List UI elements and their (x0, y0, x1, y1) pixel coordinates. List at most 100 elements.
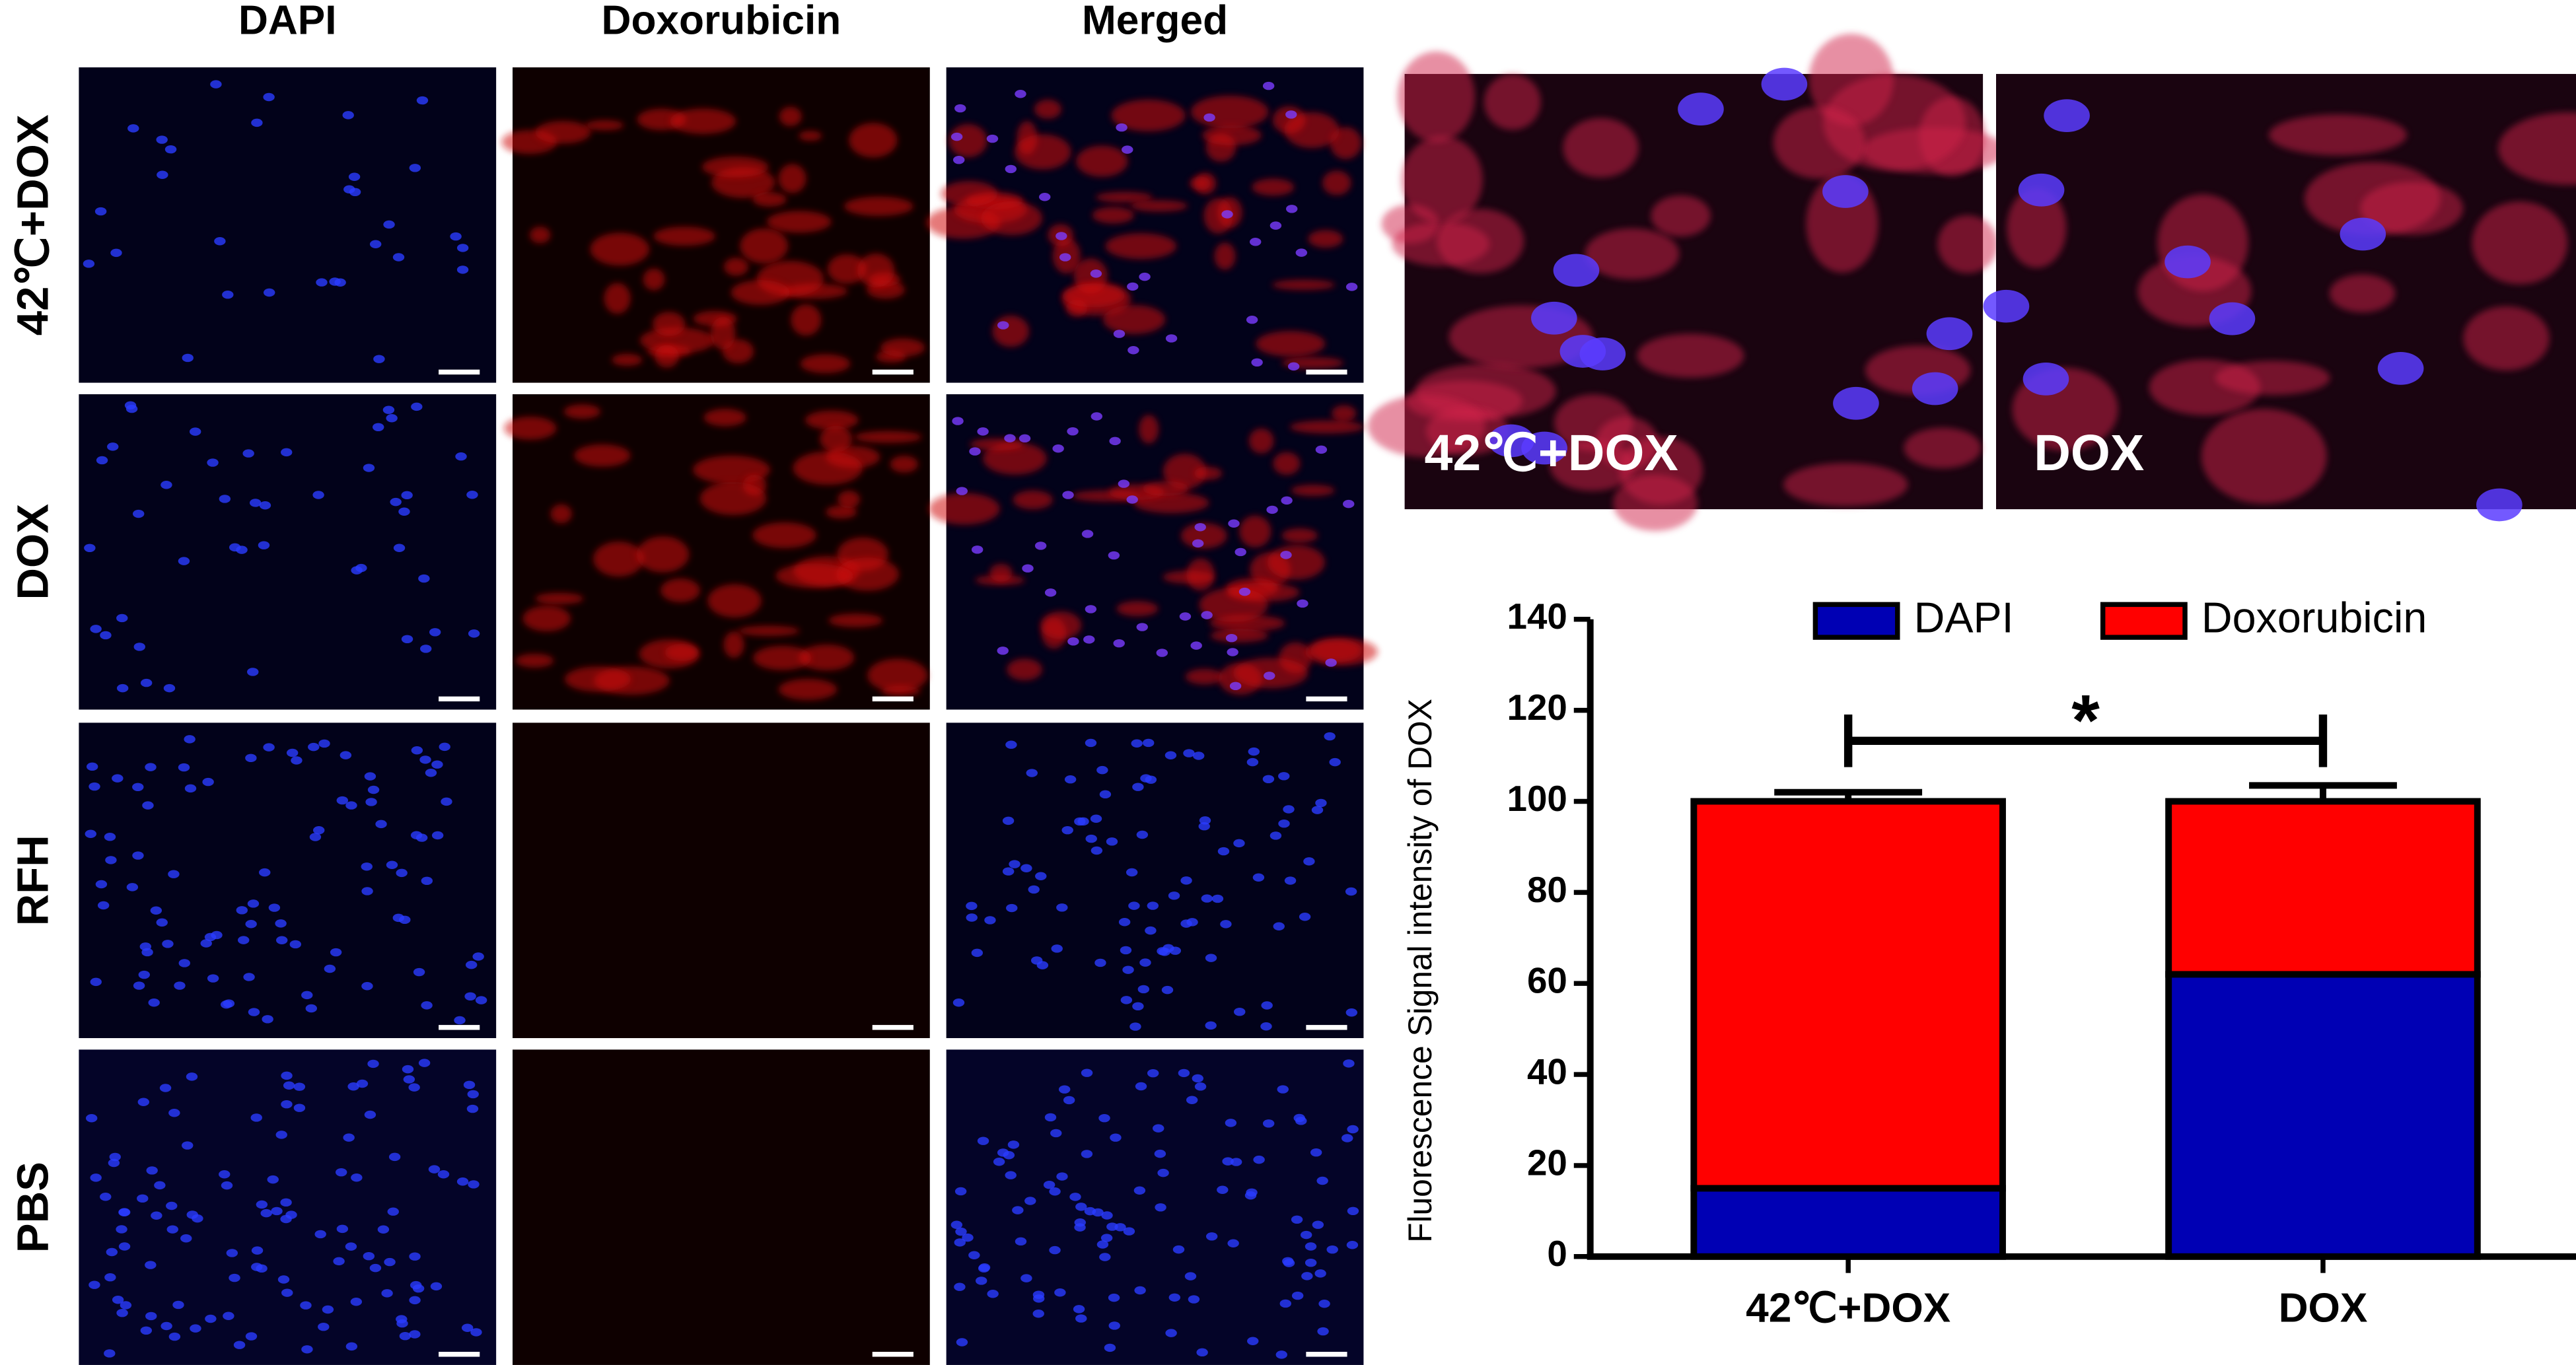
x-tick-label: DOX (2279, 1285, 2368, 1331)
nucleus (300, 1301, 312, 1310)
nucleus (1085, 605, 1097, 613)
nucleus (1099, 1253, 1111, 1261)
nucleus (289, 940, 302, 949)
nucleus (251, 1246, 264, 1255)
nucleus (258, 541, 270, 549)
nucleus (1135, 1082, 1147, 1091)
nucleus (268, 903, 281, 912)
cell-body (827, 254, 867, 284)
nucleus (322, 1305, 334, 1314)
nucleus (1246, 1188, 1258, 1197)
scale-bar (439, 369, 480, 375)
cell-body (643, 268, 665, 291)
nucleus (468, 629, 480, 638)
nucleus (1061, 825, 1073, 835)
nucleus (1286, 205, 1298, 213)
micrograph (513, 1049, 930, 1365)
nucleus (409, 1252, 421, 1261)
nucleus (1032, 1294, 1045, 1303)
nucleus (954, 1187, 967, 1196)
nucleus (419, 755, 431, 764)
cell-body (1904, 427, 1982, 469)
cell-body (752, 192, 787, 207)
nucleus (408, 1083, 420, 1092)
nucleus (1091, 846, 1103, 855)
panel-bg (513, 1049, 930, 1365)
nucleus (157, 170, 168, 179)
nucleus (145, 1261, 157, 1269)
nucleus (1108, 1293, 1120, 1302)
cell-body (2329, 274, 2396, 312)
nucleus (977, 427, 989, 436)
nucleus (277, 1275, 290, 1284)
nucleus (293, 1082, 306, 1091)
nucleus (1180, 919, 1192, 928)
nucleus (1246, 757, 1259, 767)
nucleus (1015, 1237, 1027, 1246)
nucleus (411, 402, 423, 411)
nucleus (1225, 1119, 1237, 1127)
nucleus (1248, 747, 1260, 756)
cell-body (1202, 125, 1262, 146)
nucleus (267, 1175, 279, 1184)
cell-body (710, 317, 736, 350)
cell-body (1102, 304, 1166, 334)
row-label: PBS (8, 1162, 57, 1253)
nucleus (403, 1075, 415, 1084)
nucleus (281, 1100, 293, 1109)
nucleus (454, 1016, 466, 1025)
nucleus (247, 668, 259, 676)
nucleus (1067, 637, 1079, 646)
nucleus (1153, 1124, 1164, 1133)
nucleus (1123, 1227, 1135, 1236)
nucleus (1205, 954, 1217, 962)
nucleus (89, 782, 100, 791)
nucleus (1262, 81, 1275, 90)
nucleus (1227, 1239, 1239, 1247)
cell-body (1239, 515, 1271, 547)
nucleus (1228, 519, 1240, 528)
nucleus (1278, 819, 1290, 828)
nucleus (330, 948, 342, 957)
cell-body (2157, 194, 2248, 291)
nucleus (361, 887, 373, 895)
nucleus (1073, 1305, 1085, 1313)
cell-body (941, 181, 998, 207)
nucleus (1260, 1022, 1272, 1031)
nucleus (952, 155, 965, 164)
nucleus (178, 763, 190, 772)
nucleus (962, 1233, 974, 1242)
nucleus (163, 683, 176, 693)
nucleus (150, 906, 162, 915)
nucleus (1201, 611, 1213, 619)
scale-bar (872, 1352, 913, 1357)
y-tick-label: 20 (1527, 1142, 1567, 1183)
cell-body (948, 123, 987, 158)
nucleus (1110, 1133, 1122, 1142)
legend-swatch (1812, 602, 1900, 640)
row-label: RFH (8, 835, 57, 926)
nucleus (1127, 282, 1139, 291)
nucleus (154, 1181, 166, 1190)
nucleus (222, 290, 234, 299)
nucleus (1279, 1299, 1291, 1308)
nucleus (1137, 985, 1150, 994)
nucleus (1247, 1337, 1259, 1345)
cell-body (740, 228, 789, 263)
cell-body (857, 253, 895, 288)
nucleus (392, 253, 405, 262)
nucleus (1168, 1293, 1181, 1302)
nucleus (200, 939, 212, 948)
x-tick-label: 42℃+DOX (1746, 1285, 1950, 1331)
nucleus (456, 1177, 469, 1186)
nucleus (1205, 1021, 1217, 1030)
nucleus (392, 913, 405, 923)
inset: DOX (1983, 73, 2576, 522)
nucleus (1145, 926, 1157, 935)
cell-body (585, 120, 624, 131)
nucleus (1094, 958, 1106, 967)
scale-bar (872, 696, 913, 702)
nucleus (1190, 641, 1202, 650)
cell-body (639, 327, 715, 354)
nucleus (133, 981, 145, 990)
